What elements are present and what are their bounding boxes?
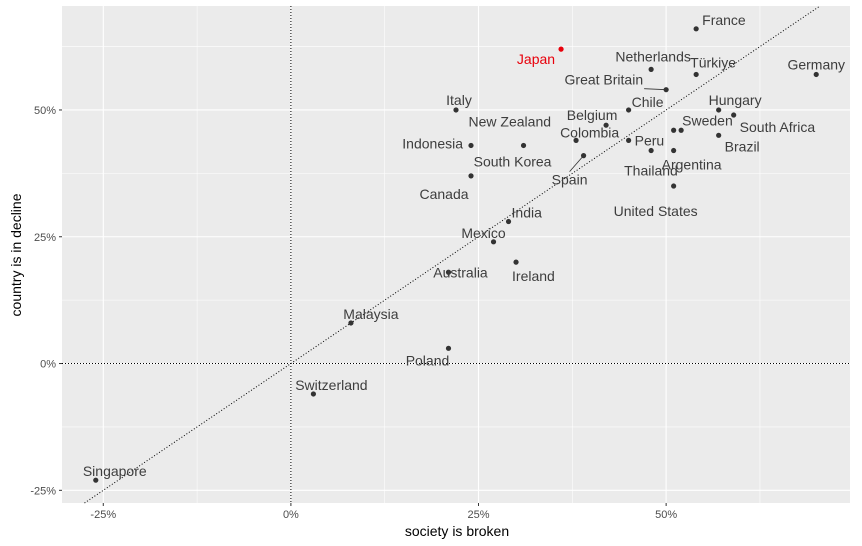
label-belgium: Belgium (567, 107, 618, 123)
y-tick-label: 25% (34, 232, 56, 244)
y-axis-title: country is in decline (8, 193, 24, 316)
point-mexico (490, 239, 497, 245)
x-tick-label: -25% (90, 509, 116, 521)
label-leader-lines (569, 88, 667, 172)
label-great-britain: Great Britain (565, 72, 644, 88)
label-germany: Germany (787, 56, 845, 72)
label-singapore: Singapore (83, 463, 147, 479)
point-japan (558, 46, 564, 52)
point-great-britain (663, 87, 669, 93)
point-australia (445, 269, 452, 275)
point-argentina (671, 147, 677, 154)
label-india: India (512, 205, 543, 221)
leader-great-britain (644, 88, 667, 91)
label-brazil: Brazil (725, 138, 760, 154)
label-indonesia: Indonesia (402, 135, 463, 151)
label-peru: Peru (635, 132, 665, 148)
label-turkiye: Türkiye (690, 54, 736, 70)
point-hungary (716, 107, 722, 113)
label-japan: Japan (517, 51, 555, 67)
label-netherlands: Netherlands (615, 48, 691, 64)
x-tick-label: 50% (655, 509, 677, 521)
label-italy: Italy (446, 92, 472, 108)
point-new-zealand (520, 142, 527, 149)
label-sweden: Sweden (682, 112, 733, 128)
x-axis-ticks: -25% 0% 25% 50% (90, 503, 677, 521)
point-spain (580, 153, 587, 159)
label-south-korea: South Korea (474, 153, 552, 169)
label-malaysia: Malaysia (343, 306, 398, 322)
reference-lines (62, 5, 850, 504)
label-south-africa: South Africa (740, 119, 816, 135)
point-peru (626, 137, 632, 143)
label-united-states: United States (614, 203, 698, 219)
point-brazil (716, 132, 722, 138)
label-spain: Spain (552, 172, 588, 188)
point-poland (445, 345, 452, 351)
point-singapore (93, 477, 99, 483)
leader-spain (569, 155, 584, 172)
point-belgium (603, 122, 609, 128)
x-axis-title: society is broken (405, 523, 509, 539)
label-argentina: Argentina (662, 157, 722, 173)
label-canada: Canada (419, 186, 468, 202)
point-south-korea (671, 127, 677, 133)
x-tick-label: 25% (467, 509, 489, 521)
point-canada (468, 173, 474, 179)
plot-panel (62, 6, 850, 503)
point-malaysia (348, 320, 354, 326)
y-tick-label: 50% (34, 105, 56, 117)
label-colombia: Colombia (560, 124, 619, 140)
diagonal-identity-line (84, 5, 821, 504)
point-turkiye (693, 71, 699, 78)
point-france (693, 26, 699, 32)
label-australia: Australia (433, 264, 488, 280)
label-chile: Chile (632, 94, 664, 110)
x-tick-label: 0% (283, 509, 299, 521)
point-chile (626, 107, 632, 113)
label-new-zealand: New Zealand (469, 113, 552, 129)
point-indonesia (468, 142, 474, 149)
point-united-states (671, 183, 677, 189)
point-thailand (648, 147, 654, 154)
point-colombia (573, 137, 579, 143)
label-ireland: Ireland (512, 268, 555, 284)
point-ireland (513, 259, 519, 265)
label-mexico: Mexico (461, 225, 506, 241)
point-south-africa (731, 112, 737, 118)
data-points (93, 26, 819, 483)
point-sweden (678, 127, 684, 133)
label-thailand: Thailand (624, 163, 678, 179)
y-tick-label: 0% (40, 359, 56, 371)
point-india (505, 218, 512, 225)
point-netherlands (648, 66, 654, 72)
label-france: France (702, 12, 746, 28)
point-switzerland (310, 391, 317, 397)
point-italy (453, 107, 459, 113)
y-axis-ticks: -25% 0% 25% 50% (30, 105, 62, 497)
label-switzerland: Switzerland (295, 377, 367, 393)
point-labels: France Japan Netherlands Türkiye Germany Grea… (83, 12, 845, 479)
point-germany (813, 71, 819, 78)
y-tick-label: -25% (30, 485, 56, 497)
label-hungary: Hungary (709, 92, 762, 108)
label-poland: Poland (406, 352, 450, 368)
